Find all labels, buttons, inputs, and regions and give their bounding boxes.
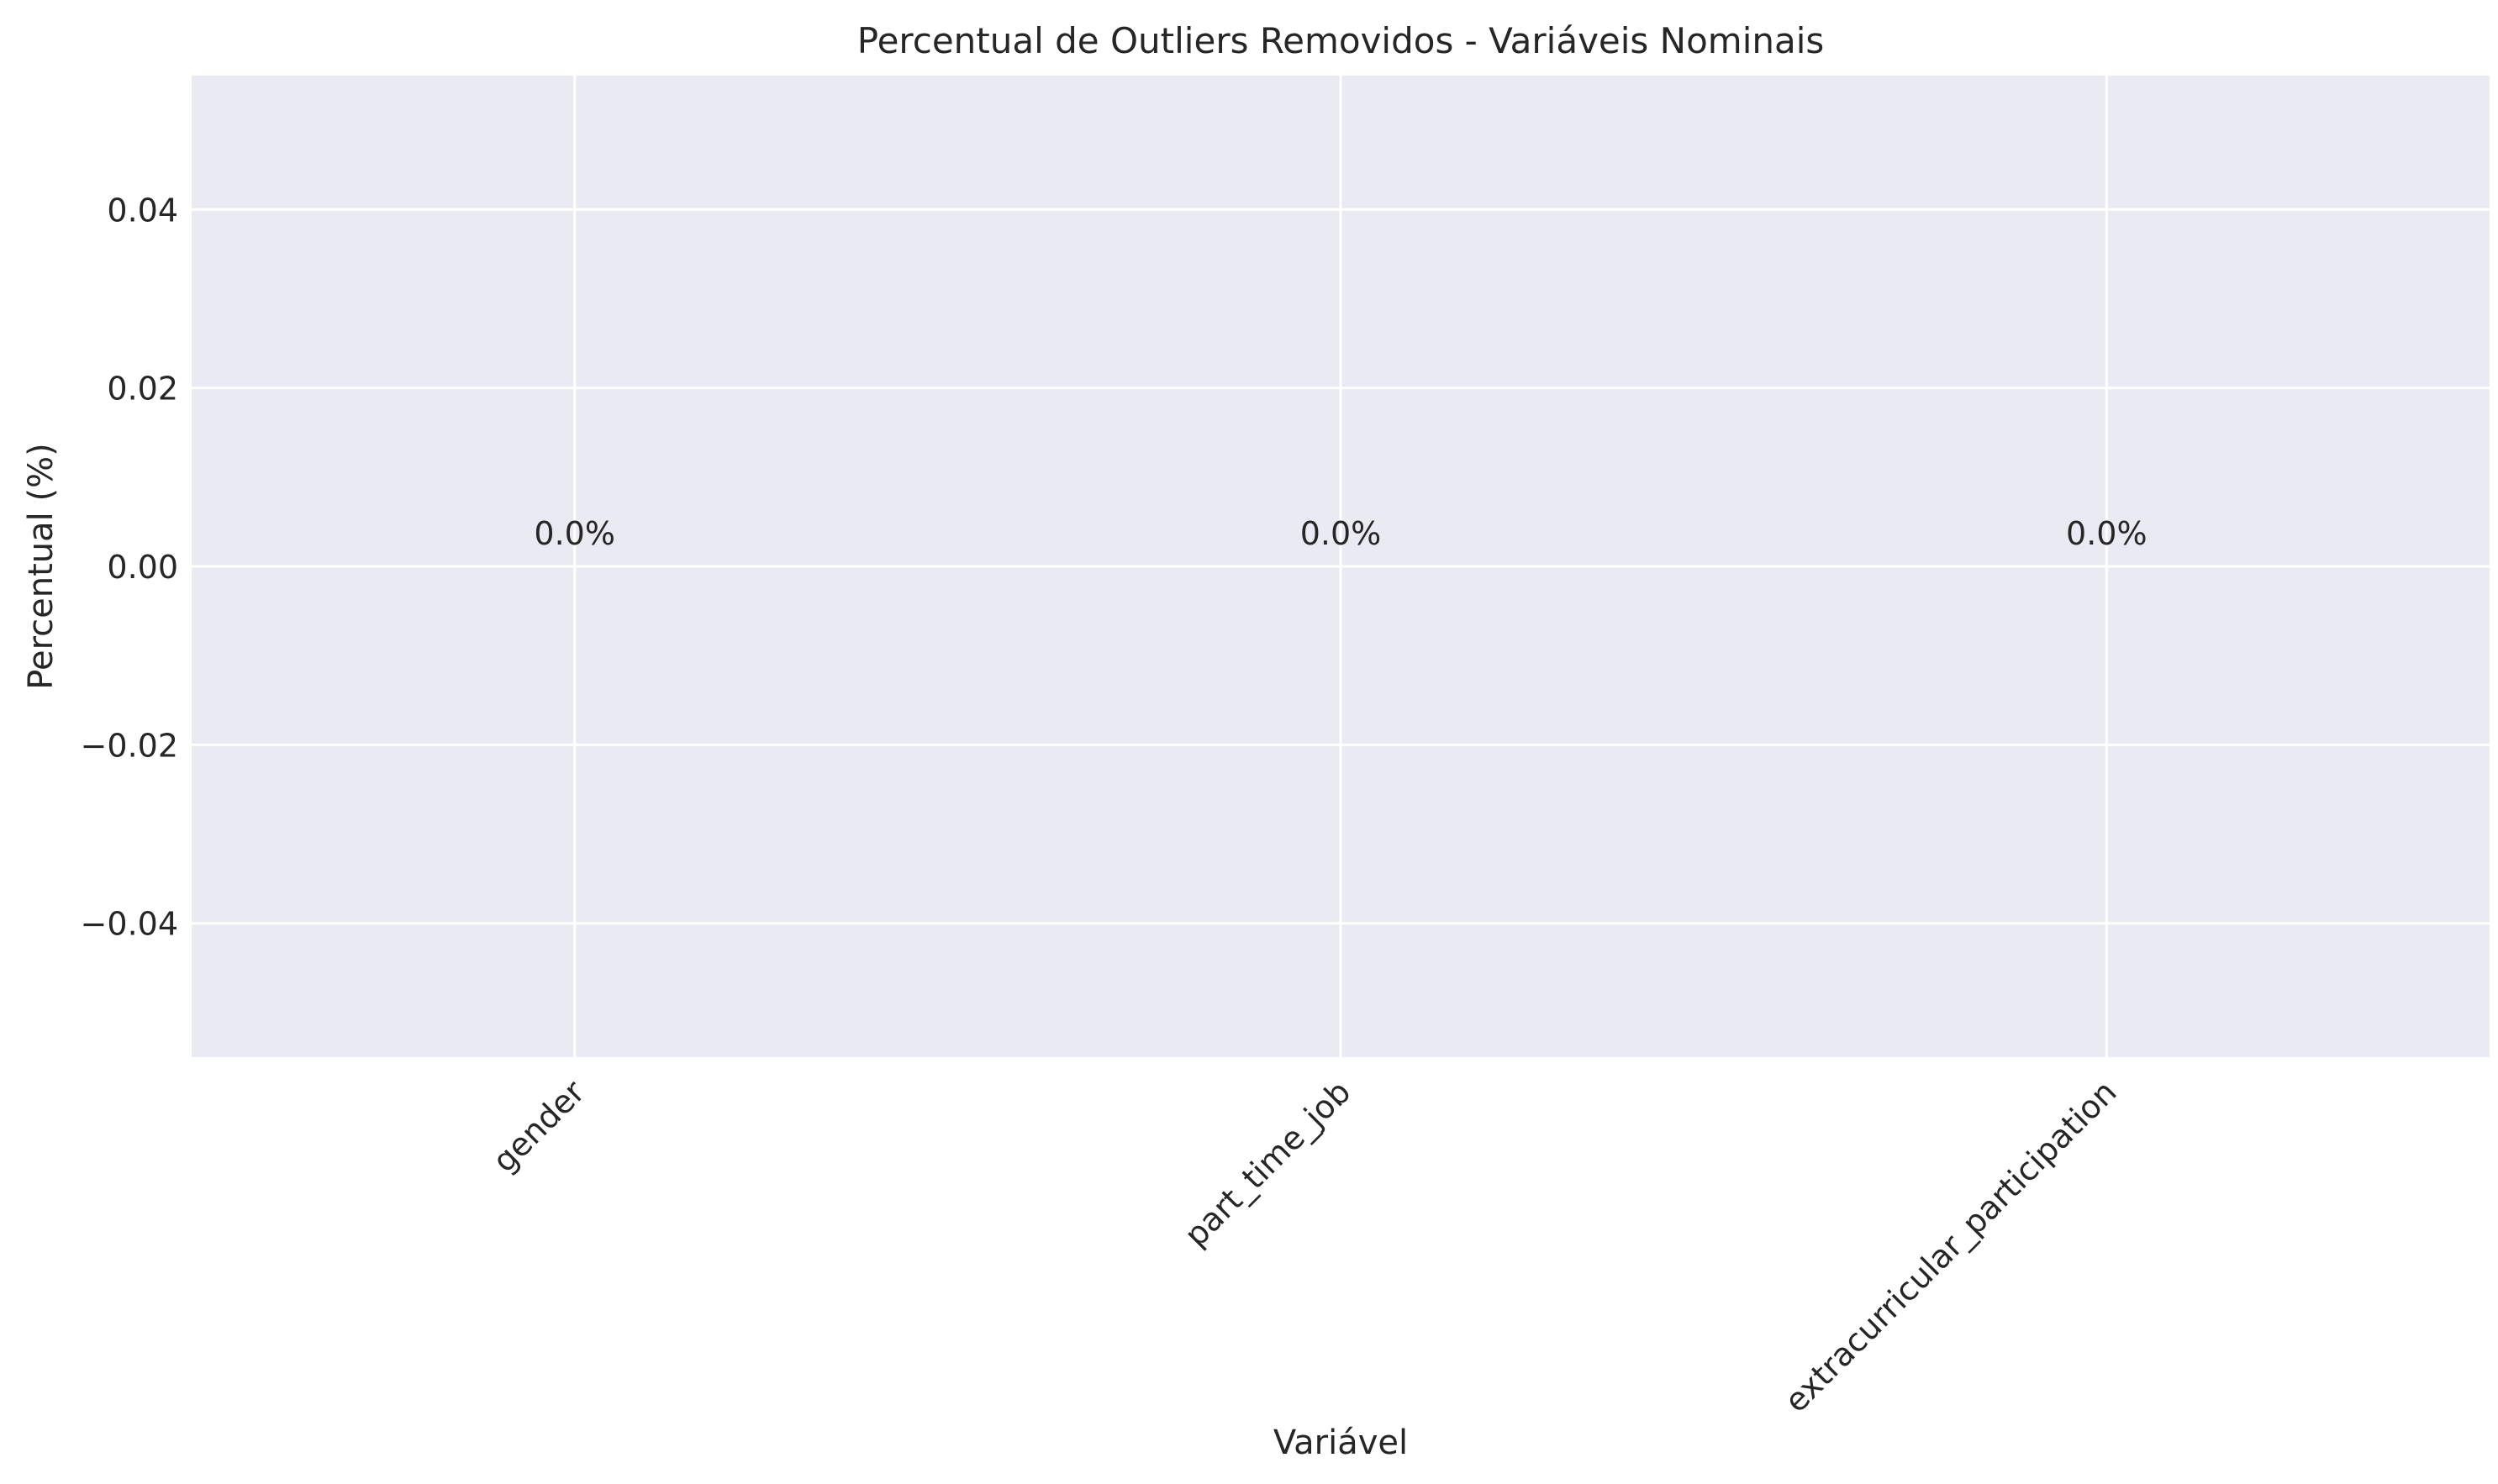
- data-labels: 0.0% 0.0% 0.0%: [534, 515, 2147, 552]
- y-axis-label: Percentual (%): [22, 443, 61, 689]
- y-tick-label: 0.00: [107, 549, 178, 586]
- chart-title: Percentual de Outliers Removidos - Variá…: [857, 20, 1825, 61]
- x-axis-label: Variável: [1273, 1423, 1408, 1462]
- bar-value-label: 0.0%: [534, 515, 615, 552]
- y-tick-label: −0.04: [81, 906, 178, 943]
- x-tick-label: extracurricular_participation: [1778, 1073, 2124, 1419]
- bar-value-label: 0.0%: [1300, 515, 1382, 552]
- x-tick-label: gender: [486, 1073, 593, 1180]
- x-axis-ticks: gender part_time_job extracurricular_parti…: [486, 1073, 2124, 1419]
- y-tick-label: 0.02: [107, 371, 178, 408]
- bar-value-label: 0.0%: [2066, 515, 2148, 552]
- grid-lines: [192, 76, 2490, 1057]
- y-tick-label: −0.02: [81, 727, 178, 764]
- y-tick-label: 0.04: [107, 192, 178, 229]
- y-axis-ticks: −0.04 −0.02 0.00 0.02 0.04: [81, 192, 178, 942]
- x-tick-label: part_time_job: [1178, 1073, 1358, 1254]
